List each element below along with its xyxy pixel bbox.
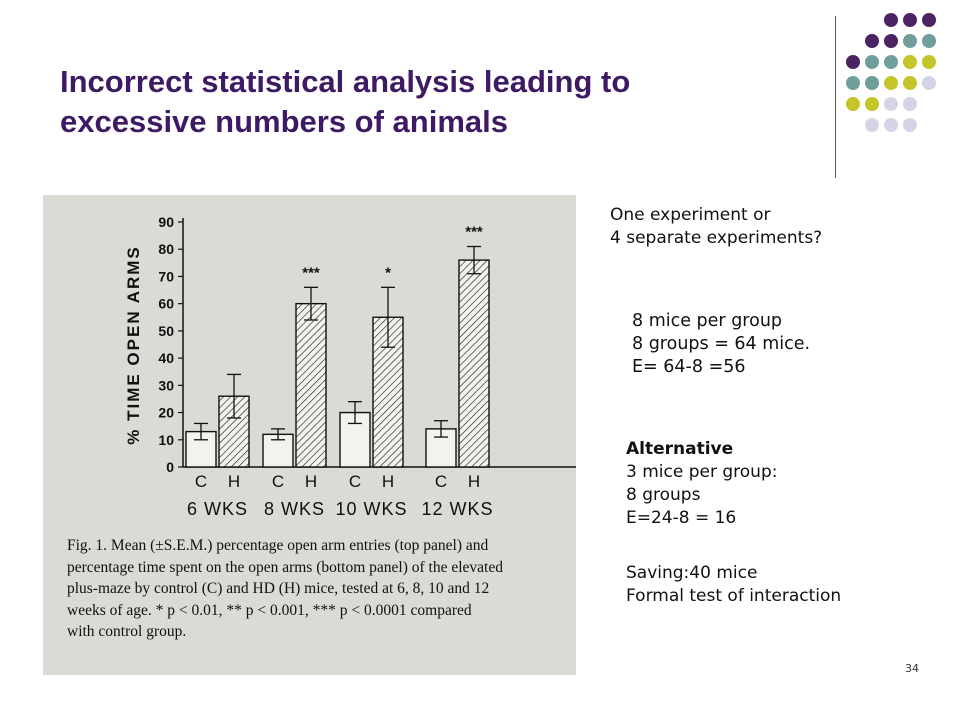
decorative-dot: [903, 118, 917, 132]
y-tick-label: 10: [158, 432, 174, 448]
calc-line-3: E= 64-8 =56: [632, 357, 746, 377]
calculation-note: 8 mice per group 8 groups = 64 mice. E= …: [632, 310, 810, 379]
bar-label-c: C: [435, 472, 447, 491]
y-tick-label: 30: [158, 377, 174, 393]
significance-marker: ***: [465, 224, 483, 241]
slide-title-line-2: excessive numbers of animals: [60, 104, 509, 139]
decorative-dot: [884, 76, 898, 90]
question-line-1: One experiment or: [610, 205, 771, 225]
decorative-dot: [922, 13, 936, 27]
bar-label-c: C: [272, 472, 284, 491]
hd-bar: [458, 259, 490, 468]
decorative-dot-grid: [846, 13, 956, 158]
figure-caption: Fig. 1. Mean (±S.E.M.) percentage open a…: [67, 535, 576, 643]
decorative-dot: [884, 13, 898, 27]
bar-label-c: C: [195, 472, 207, 491]
alternative-note: Alternative 3 mice per group: 8 groups E…: [626, 438, 841, 608]
slide-title-line-1: Incorrect statistical analysis leading t…: [60, 64, 631, 99]
decorative-dot: [922, 34, 936, 48]
y-tick-label: 0: [166, 459, 174, 475]
page-number: 34: [905, 662, 919, 675]
decorative-dot: [846, 76, 860, 90]
caption-line-5: with control group.: [67, 623, 187, 640]
decorative-dot: [884, 55, 898, 69]
decorative-dot: [903, 55, 917, 69]
y-axis-label: % TIME OPEN ARMS: [124, 245, 143, 445]
decorative-dot: [884, 97, 898, 111]
bar-label-h: H: [382, 472, 394, 491]
formal-test-line: Formal test of interaction: [626, 586, 842, 606]
decorative-dot: [922, 76, 936, 90]
group-label: 6 WKS: [187, 499, 248, 519]
decorative-dot: [865, 55, 879, 69]
decorative-dot: [865, 76, 879, 90]
y-tick-label: 60: [158, 296, 174, 312]
decorative-dot: [884, 34, 898, 48]
calc-line-2: 8 groups = 64 mice.: [632, 334, 811, 354]
decorative-dot: [922, 55, 936, 69]
group-label: 8 WKS: [264, 499, 325, 519]
y-tick-label: 50: [158, 323, 174, 339]
y-tick-label: 80: [158, 241, 174, 257]
significance-marker: *: [385, 264, 391, 281]
question-line-2: 4 separate experiments?: [610, 228, 823, 248]
bar-chart: 0 10 20 30 40 50 60 70 80 90 % TIME OPEN ARMS C H 6 W…: [124, 214, 576, 519]
alternative-heading: Alternative: [626, 439, 734, 459]
decorative-divider: [835, 16, 836, 178]
decorative-dot: [903, 76, 917, 90]
caption-line-2: percentage time spent on the open arms (…: [67, 558, 503, 576]
bar-label-h: H: [305, 472, 317, 491]
y-tick-label: 20: [158, 405, 174, 421]
y-tick-label: 40: [158, 350, 174, 366]
bar-label-c: C: [349, 472, 361, 491]
bar-label-h: H: [468, 472, 480, 491]
saving-line: Saving:40 mice: [626, 563, 758, 583]
decorative-dot: [846, 97, 860, 111]
group-label: 12 WKS: [421, 499, 493, 519]
alternative-line-2: 8 groups: [626, 485, 701, 505]
significance-marker: ***: [302, 264, 320, 281]
slide-title: Incorrect statistical analysis leading t…: [60, 62, 760, 142]
y-tick-label: 90: [158, 214, 174, 230]
decorative-dot: [865, 97, 879, 111]
calc-line-1: 8 mice per group: [632, 311, 783, 331]
alternative-line-1: 3 mice per group:: [626, 462, 778, 482]
caption-line-1: Fig. 1. Mean (±S.E.M.) percentage open a…: [67, 537, 489, 554]
question-note: One experiment or 4 separate experiments…: [610, 204, 822, 250]
scanned-figure: 0 10 20 30 40 50 60 70 80 90 % TIME OPEN ARMS C H 6 W…: [43, 195, 576, 675]
decorative-dot: [903, 34, 917, 48]
caption-line-4: weeks of age. * p < 0.01, ** p < 0.001, …: [67, 601, 472, 619]
caption-line-3: plus-maze by control (C) and HD (H) mice…: [67, 580, 490, 597]
decorative-dot: [865, 34, 879, 48]
decorative-dot: [903, 97, 917, 111]
bar-label-h: H: [228, 472, 240, 491]
hd-bar: [295, 302, 327, 468]
group-label: 10 WKS: [335, 499, 407, 519]
y-tick-label: 70: [158, 268, 174, 284]
decorative-dot: [884, 118, 898, 132]
decorative-dot: [846, 55, 860, 69]
alternative-line-3: E=24-8 = 16: [626, 508, 737, 528]
decorative-dot: [865, 118, 879, 132]
decorative-dot: [903, 13, 917, 27]
